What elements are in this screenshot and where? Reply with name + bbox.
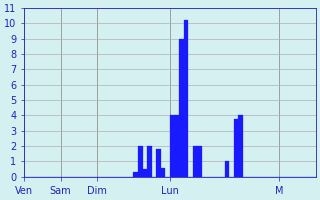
Bar xyxy=(143,169,147,177)
Bar xyxy=(238,115,243,177)
Bar xyxy=(234,119,238,177)
Bar xyxy=(170,115,174,177)
Bar xyxy=(225,161,229,177)
Bar xyxy=(138,146,143,177)
Bar xyxy=(133,172,138,177)
Bar xyxy=(174,115,179,177)
Bar xyxy=(197,146,202,177)
Bar xyxy=(193,146,197,177)
Bar xyxy=(147,146,152,177)
Bar xyxy=(184,20,188,177)
Bar xyxy=(161,168,165,177)
Bar xyxy=(179,39,184,177)
Bar xyxy=(156,149,161,177)
